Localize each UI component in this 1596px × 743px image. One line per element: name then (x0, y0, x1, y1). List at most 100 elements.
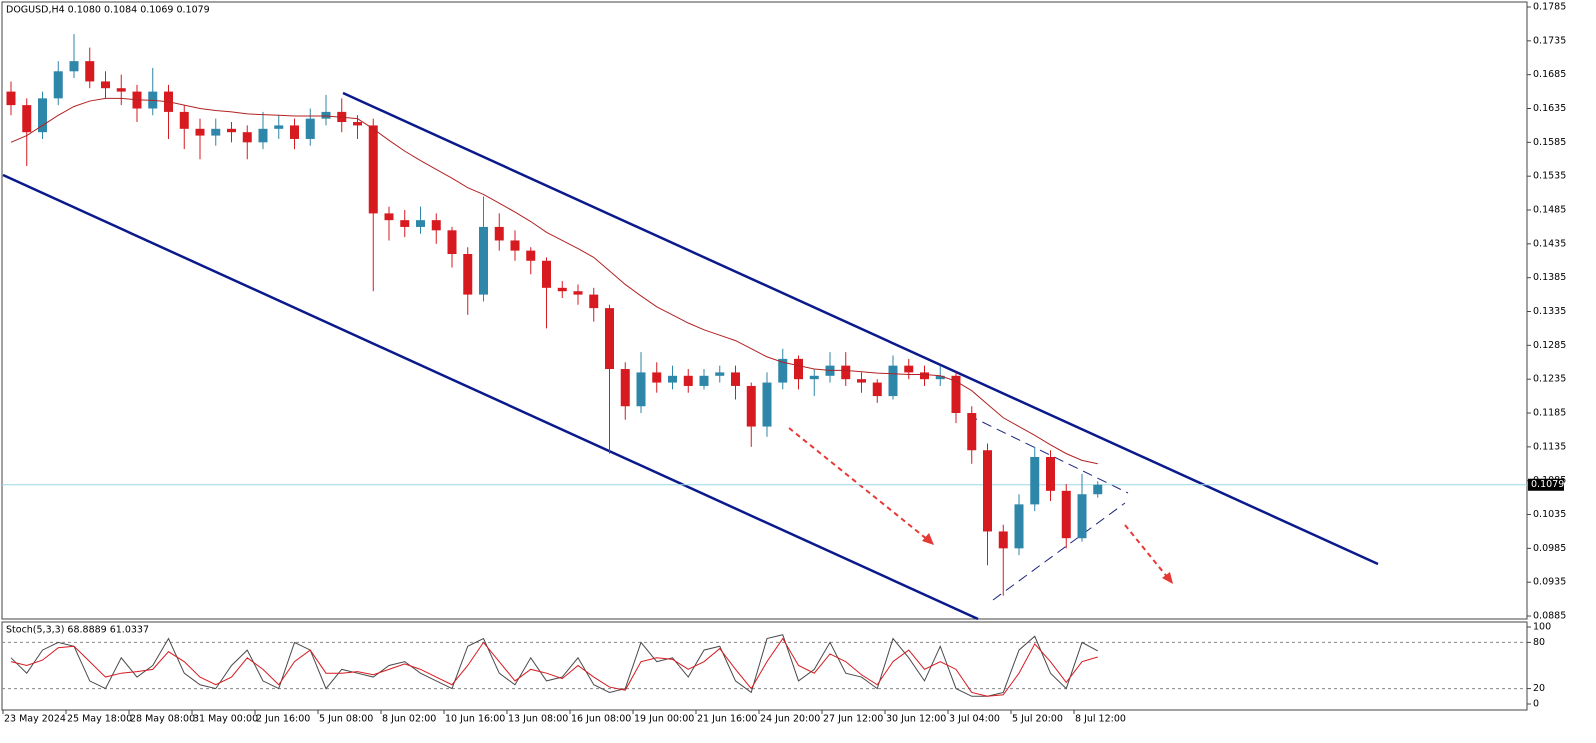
candle-body (400, 220, 410, 227)
candle-body (951, 375, 961, 414)
candle-body (998, 531, 1008, 549)
candle-body (447, 230, 457, 254)
channel-lower (2, 173, 979, 621)
x-tick-label: 3 Jul 04:00 (949, 714, 1000, 725)
x-tick-label: 21 Jun 16:00 (697, 714, 757, 725)
stoch-title: Stoch(5,3,3) 68.8889 61.0337 (6, 625, 149, 636)
y-tick-label: 0.1435 (1533, 238, 1566, 249)
candle-body (542, 260, 551, 288)
y-tick-label: 0.1335 (1533, 306, 1566, 317)
x-tick-label: 8 Jul 12:00 (1075, 714, 1126, 725)
candle-body (38, 98, 47, 133)
candle-body (683, 375, 693, 386)
candle-body (1046, 457, 1055, 491)
candle-body (526, 250, 536, 261)
x-tick-label: 19 Jun 00:00 (634, 714, 694, 725)
candle-body (321, 111, 331, 119)
chart-title: DOGUSD,H4 0.1080 0.1084 0.1069 0.1079 (6, 5, 210, 16)
x-tick-label: 13 Jun 08:00 (508, 714, 568, 725)
x-tick-label: 16 Jun 08:00 (571, 714, 631, 725)
candle-body (605, 308, 614, 370)
arrow-head (1162, 572, 1173, 584)
candle-body (258, 128, 268, 143)
candle-body (463, 253, 473, 295)
y-tick-label: 0 (1533, 698, 1539, 709)
y-tick-label: 0.1685 (1533, 69, 1566, 80)
candle-body (778, 358, 788, 383)
y-tick-label: 20 (1533, 683, 1545, 694)
candle-body (841, 365, 851, 380)
y-tick-label: 0.1485 (1533, 205, 1566, 216)
candle-body (211, 128, 221, 136)
y-tick-label: 0.1285 (1533, 340, 1566, 351)
y-tick-label: 0.1185 (1533, 408, 1566, 419)
y-tick-label: 0.1385 (1533, 272, 1566, 283)
candle-body (620, 369, 630, 407)
candle-body (179, 111, 189, 129)
x-tick-label: 8 Jun 02:00 (382, 714, 436, 725)
y-tick-label: 0.0935 (1533, 577, 1566, 588)
x-tick-label: 31 May 00:00 (193, 714, 258, 725)
candle-body (242, 132, 252, 143)
candle-body (479, 226, 488, 295)
candle-body (101, 81, 110, 89)
candle-body (636, 372, 646, 407)
y-tick-label: 0.1585 (1533, 137, 1566, 148)
stoch-frame (1, 621, 1528, 711)
candle-body (6, 91, 16, 106)
last-price-label: 0.1079 (1531, 479, 1564, 490)
y-tick-label: 0.1235 (1533, 374, 1566, 385)
x-tick-label: 2 Jun 16:00 (256, 714, 310, 725)
candle-body (652, 372, 662, 383)
candle-body (857, 379, 866, 383)
candle-body (305, 118, 315, 139)
candle-body (1093, 484, 1103, 495)
y-tick-label: 0.0885 (1533, 611, 1566, 622)
x-tick-label: 5 Jul 20:00 (1012, 714, 1063, 725)
x-tick-label: 23 May 2024 (4, 714, 66, 725)
x-tick-label: 28 May 08:00 (130, 714, 195, 725)
candle-body (274, 125, 284, 129)
candle-body (888, 365, 898, 397)
candle-body (85, 61, 95, 82)
candle-body (699, 375, 709, 386)
arrow-down (1124, 524, 1169, 579)
candle-body (416, 220, 425, 227)
candle-body (573, 291, 583, 295)
candle-body (557, 287, 567, 292)
triangle-lower (992, 502, 1126, 601)
y-tick-label: 100 (1533, 622, 1551, 633)
candle-body (353, 122, 362, 126)
x-tick-label: 10 Jun 16:00 (445, 714, 505, 725)
moving-average (10, 97, 1098, 465)
candle-body (920, 372, 929, 380)
candle-body (53, 71, 63, 99)
x-tick-label: 24 Jun 20:00 (760, 714, 820, 725)
candle-body (904, 365, 914, 373)
candle-body (794, 358, 803, 380)
y-tick-label: 0.1635 (1533, 103, 1566, 114)
x-tick-label: 27 Jun 12:00 (823, 714, 883, 725)
triangle-upper (967, 414, 1129, 494)
candle-body (69, 61, 79, 72)
candle-body (809, 375, 819, 380)
candle-body (384, 213, 394, 221)
y-tick-label: 0.1735 (1533, 35, 1566, 46)
candle-body (983, 450, 992, 532)
candle-body (195, 128, 205, 136)
candle-body (1077, 494, 1087, 539)
candle-body (715, 372, 725, 376)
x-tick-label: 25 May 18:00 (67, 714, 132, 725)
candle-body (872, 382, 882, 397)
candle-body (1030, 457, 1040, 505)
y-tick-label: 80 (1533, 637, 1545, 648)
y-tick-label: 0.0985 (1533, 543, 1566, 554)
candle-body (227, 128, 236, 133)
stoch-line (10, 637, 1098, 697)
stoch-line (10, 634, 1098, 697)
candle-body (116, 88, 126, 92)
candle-body (368, 125, 378, 214)
y-tick-label: 0.1135 (1533, 441, 1566, 452)
candle-body (290, 125, 299, 139)
